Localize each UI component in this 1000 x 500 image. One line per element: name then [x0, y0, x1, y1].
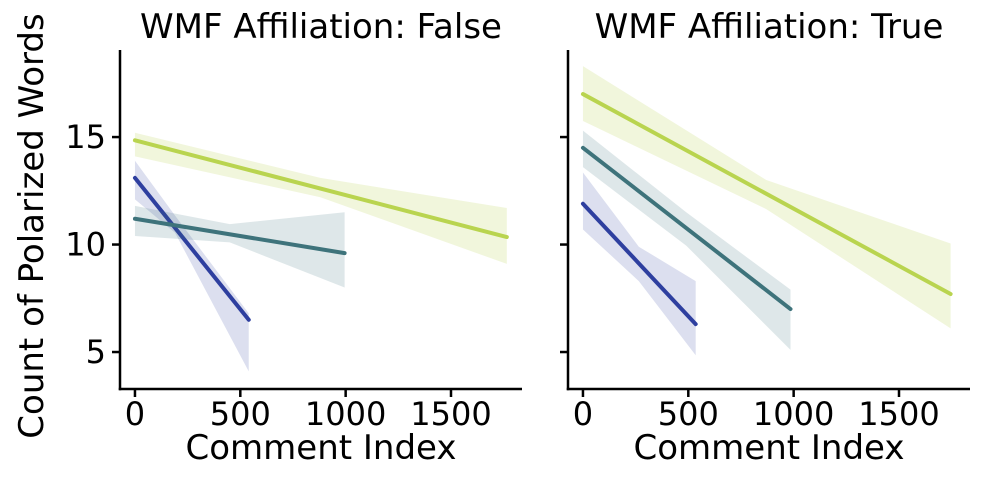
regression-line-teal [132, 216, 347, 256]
x-tick-label: 1500 [858, 395, 939, 433]
panel-title-false: WMF Affiliation: False [140, 7, 502, 47]
regression-line-blue [132, 175, 251, 322]
y-tick-label: 5 [86, 333, 106, 371]
x-tick-label: 1000 [305, 395, 386, 433]
confidence-band-teal [582, 130, 791, 350]
regression-line-green [580, 92, 953, 296]
x-tick-label: 500 [210, 395, 271, 433]
x-tick-label: 0 [125, 395, 145, 433]
panel-title-true: WMF Affiliation: True [594, 7, 944, 47]
x-axis-label-false: Comment Index [185, 428, 457, 468]
y-tick-label: 15 [65, 118, 106, 156]
y-tick-label: 10 [65, 226, 106, 264]
y-axis-label: Count of Polarized Words [12, 13, 52, 439]
x-tick-label: 1000 [753, 395, 834, 433]
regression-line-teal [580, 145, 793, 312]
x-tick-label: 500 [658, 395, 719, 433]
x-axis-label-true: Comment Index [633, 428, 905, 468]
x-tick-label: 1500 [410, 395, 491, 433]
regression-line-blue [580, 201, 698, 327]
confidence-band-green [582, 66, 951, 329]
x-tick-label: 0 [573, 395, 593, 433]
confidence-band-blue [134, 160, 249, 372]
regression-line-green [132, 138, 509, 240]
